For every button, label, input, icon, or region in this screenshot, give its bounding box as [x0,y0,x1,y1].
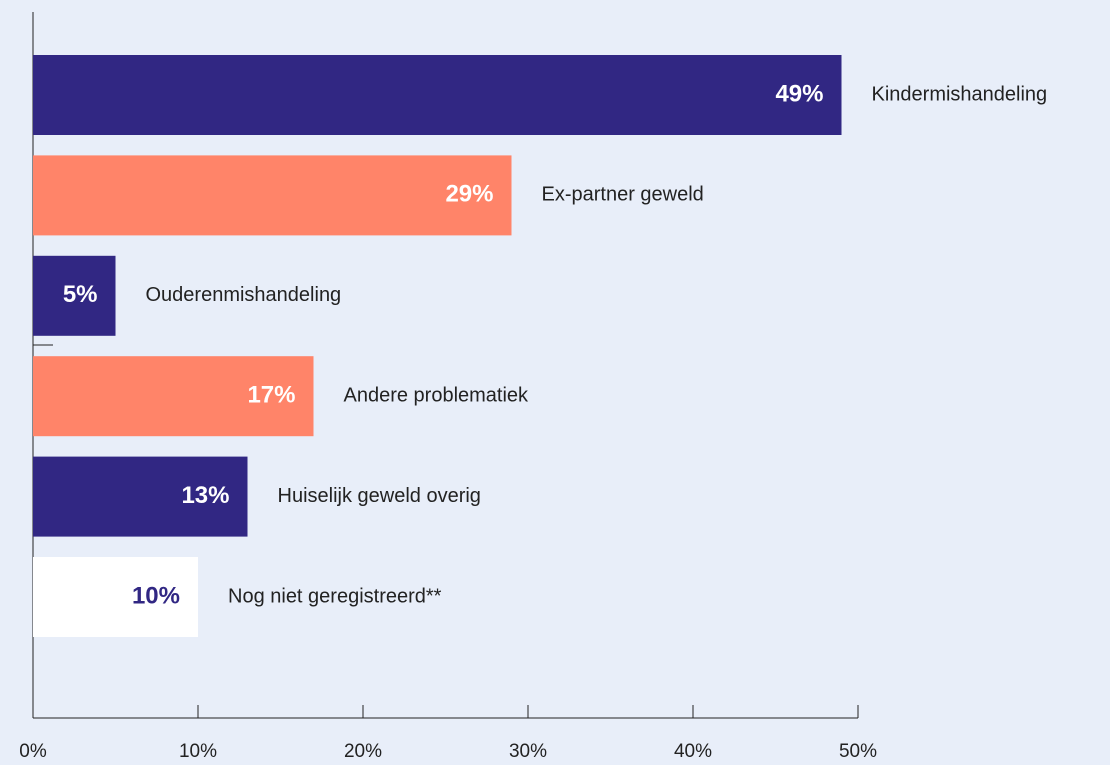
category-label: Andere problematiek [344,384,530,406]
value-label: 17% [247,382,295,409]
category-label: Huiselijk geweld overig [278,485,481,507]
bar [33,255,116,336]
value-label: 5% [63,281,98,308]
bar [33,356,314,437]
bar [33,155,512,236]
x-tick-label: 30% [509,741,547,762]
bar [33,55,842,135]
bar [33,456,248,537]
value-label: 49% [775,80,823,107]
x-tick-label: 20% [344,741,382,762]
category-label: Kindermishandeling [872,83,1048,105]
value-label: 29% [445,181,493,208]
x-tick-label: 50% [839,741,877,762]
x-tick-label: 40% [674,741,712,762]
category-label: Ouderenmishandeling [146,284,342,306]
category-label: Ex-partner geweld [542,184,704,206]
x-tick-label: 10% [179,741,217,762]
x-tick-label: 0% [19,741,47,762]
bar [33,557,198,637]
value-label: 10% [132,582,180,609]
value-label: 13% [181,482,229,509]
category-label: Nog niet geregistreerd** [228,585,442,607]
